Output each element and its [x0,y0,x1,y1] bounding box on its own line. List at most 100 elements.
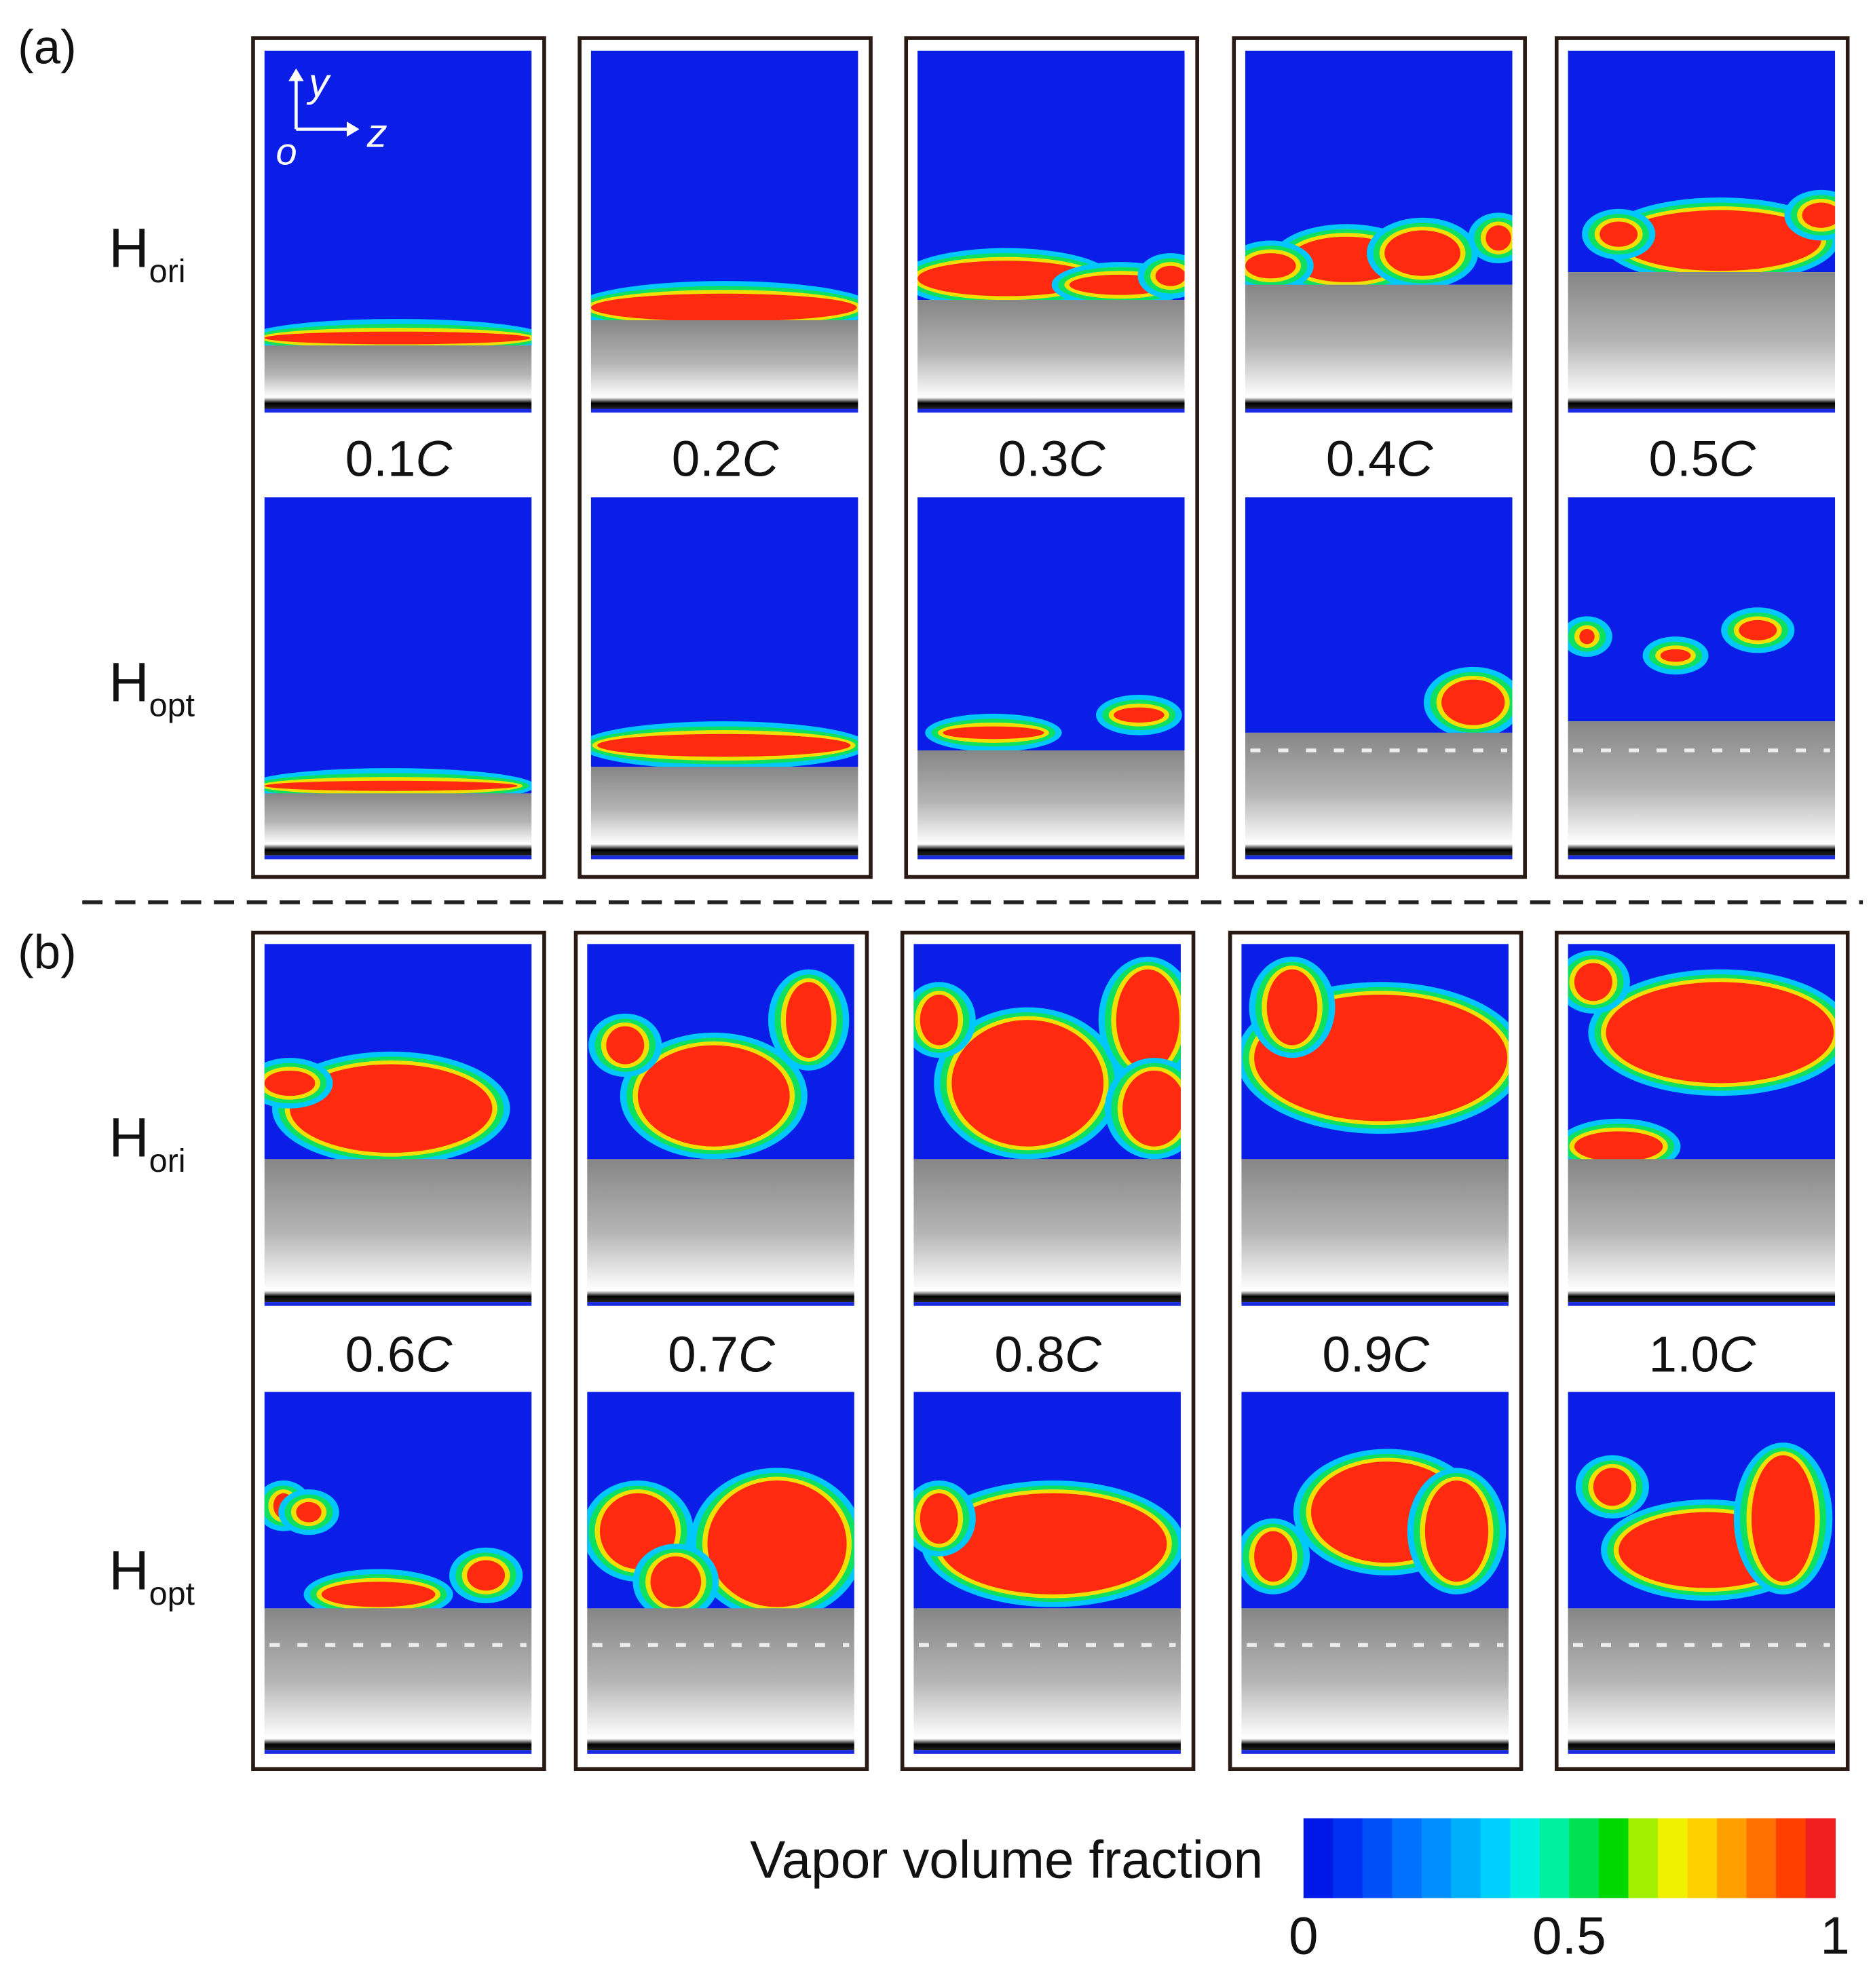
cavity-layer [264,780,518,791]
axis-triad: yz o [276,60,387,173]
time-unit: C [1393,1326,1430,1383]
cavity-layer [1606,982,1834,1084]
hull-strip [1245,397,1513,409]
row-label: Hopt [109,1540,195,1611]
hull [1568,1159,1836,1291]
cavity-layer [650,1556,702,1607]
hull [1241,1159,1509,1291]
hull-strip [913,1738,1181,1751]
colorbar-swatch [1539,1818,1570,1898]
row-label-main: H [109,651,149,713]
panel-frame [251,930,546,1772]
row-label-main: H [109,1540,149,1601]
colorbar-tick-label: 0.5 [1532,1906,1606,1966]
cavity-layer [1266,969,1318,1046]
row-label-sub: opt [149,1575,195,1612]
vapor-cavities [1568,950,1836,1160]
time-value: 0.7 [668,1326,738,1383]
panel-frame [1232,36,1527,879]
cavity-layer [597,733,851,757]
hull [264,345,532,398]
liquid-region [264,497,532,794]
time-value: 0.6 [345,1326,416,1383]
hull-base [587,1750,854,1754]
cavity-layer [1384,230,1461,276]
time-unit: C [1397,429,1434,486]
cavity-layer [264,1070,316,1096]
vapor-cavities [1582,189,1836,273]
vapor-cavities [264,768,532,794]
hull-base [264,1302,532,1306]
panel-label: (b) [18,925,77,979]
time-value: 0.3 [998,429,1069,486]
cavity-layer [1114,707,1165,723]
colorbar-swatch [1746,1818,1777,1898]
contour-image [913,944,1181,1306]
hull-base [590,855,858,860]
contour-image [1568,497,1836,860]
hull-strip [917,844,1185,856]
hull-base [1245,408,1513,413]
liquid-region [264,50,532,346]
contour-image [264,1392,532,1754]
time-unit: C [415,429,453,486]
hull-base [1241,1302,1509,1306]
hull-base [913,1750,1181,1754]
axis-label: o [276,130,297,173]
vapor-cavities [590,721,858,767]
cavity-layer [786,982,832,1058]
cavity-layer [1802,202,1836,228]
time-unit: C [415,1326,453,1383]
row-label: Hori [109,1107,185,1179]
hull-base [264,855,532,860]
cavity-layer [296,1502,322,1523]
colorbar-swatch [1569,1818,1600,1898]
vapor-cavities [913,957,1181,1160]
vapor-cavities [587,1468,854,1609]
contour-image [917,50,1185,413]
hull-strip [587,1291,854,1303]
contour-image [590,497,858,860]
time-label: 0.3C [998,429,1106,486]
hull-strip [264,1738,532,1751]
hull [1568,272,1836,398]
hull-base [1245,855,1513,860]
cavity-layer [939,1493,1167,1594]
time-label: 0.8C [994,1326,1102,1383]
hull-base [1568,1750,1836,1754]
hull [590,320,858,398]
contour-image [1568,50,1836,413]
hull-base [264,1750,532,1754]
cavity-layer [1122,1070,1181,1147]
time-label: 0.6C [345,1326,453,1383]
hull [587,1608,854,1739]
colorbar-swatch [1392,1818,1422,1898]
cavity-layer [606,1026,645,1065]
vapor-cavities [264,1051,510,1160]
hull [1245,732,1513,845]
cavity-layer [920,994,958,1046]
vapor-cavities [1245,212,1513,285]
cavity-layer [1155,265,1185,286]
time-label: 1.0C [1648,1326,1756,1383]
vapor-cavities [264,319,532,346]
contour-image [587,944,854,1306]
hull-base [590,408,858,413]
cavity-layer [1619,210,1821,271]
panel-frame [1228,930,1524,1772]
time-value: 1.0 [1648,1326,1719,1383]
cavity-layer [1424,1480,1489,1582]
panel-frame [904,36,1199,879]
time-label: 0.7C [668,1326,776,1383]
time-unit: C [1069,429,1106,486]
time-value: 0.1 [345,429,416,486]
colorbar-tick-label: 0 [1289,1906,1319,1966]
hull [587,1159,854,1291]
time-value: 0.8 [994,1326,1065,1383]
panel-frame [1554,930,1850,1772]
colorbar-swatch [1480,1818,1511,1898]
hull-strip [1568,1738,1836,1751]
hull-base [917,408,1185,413]
